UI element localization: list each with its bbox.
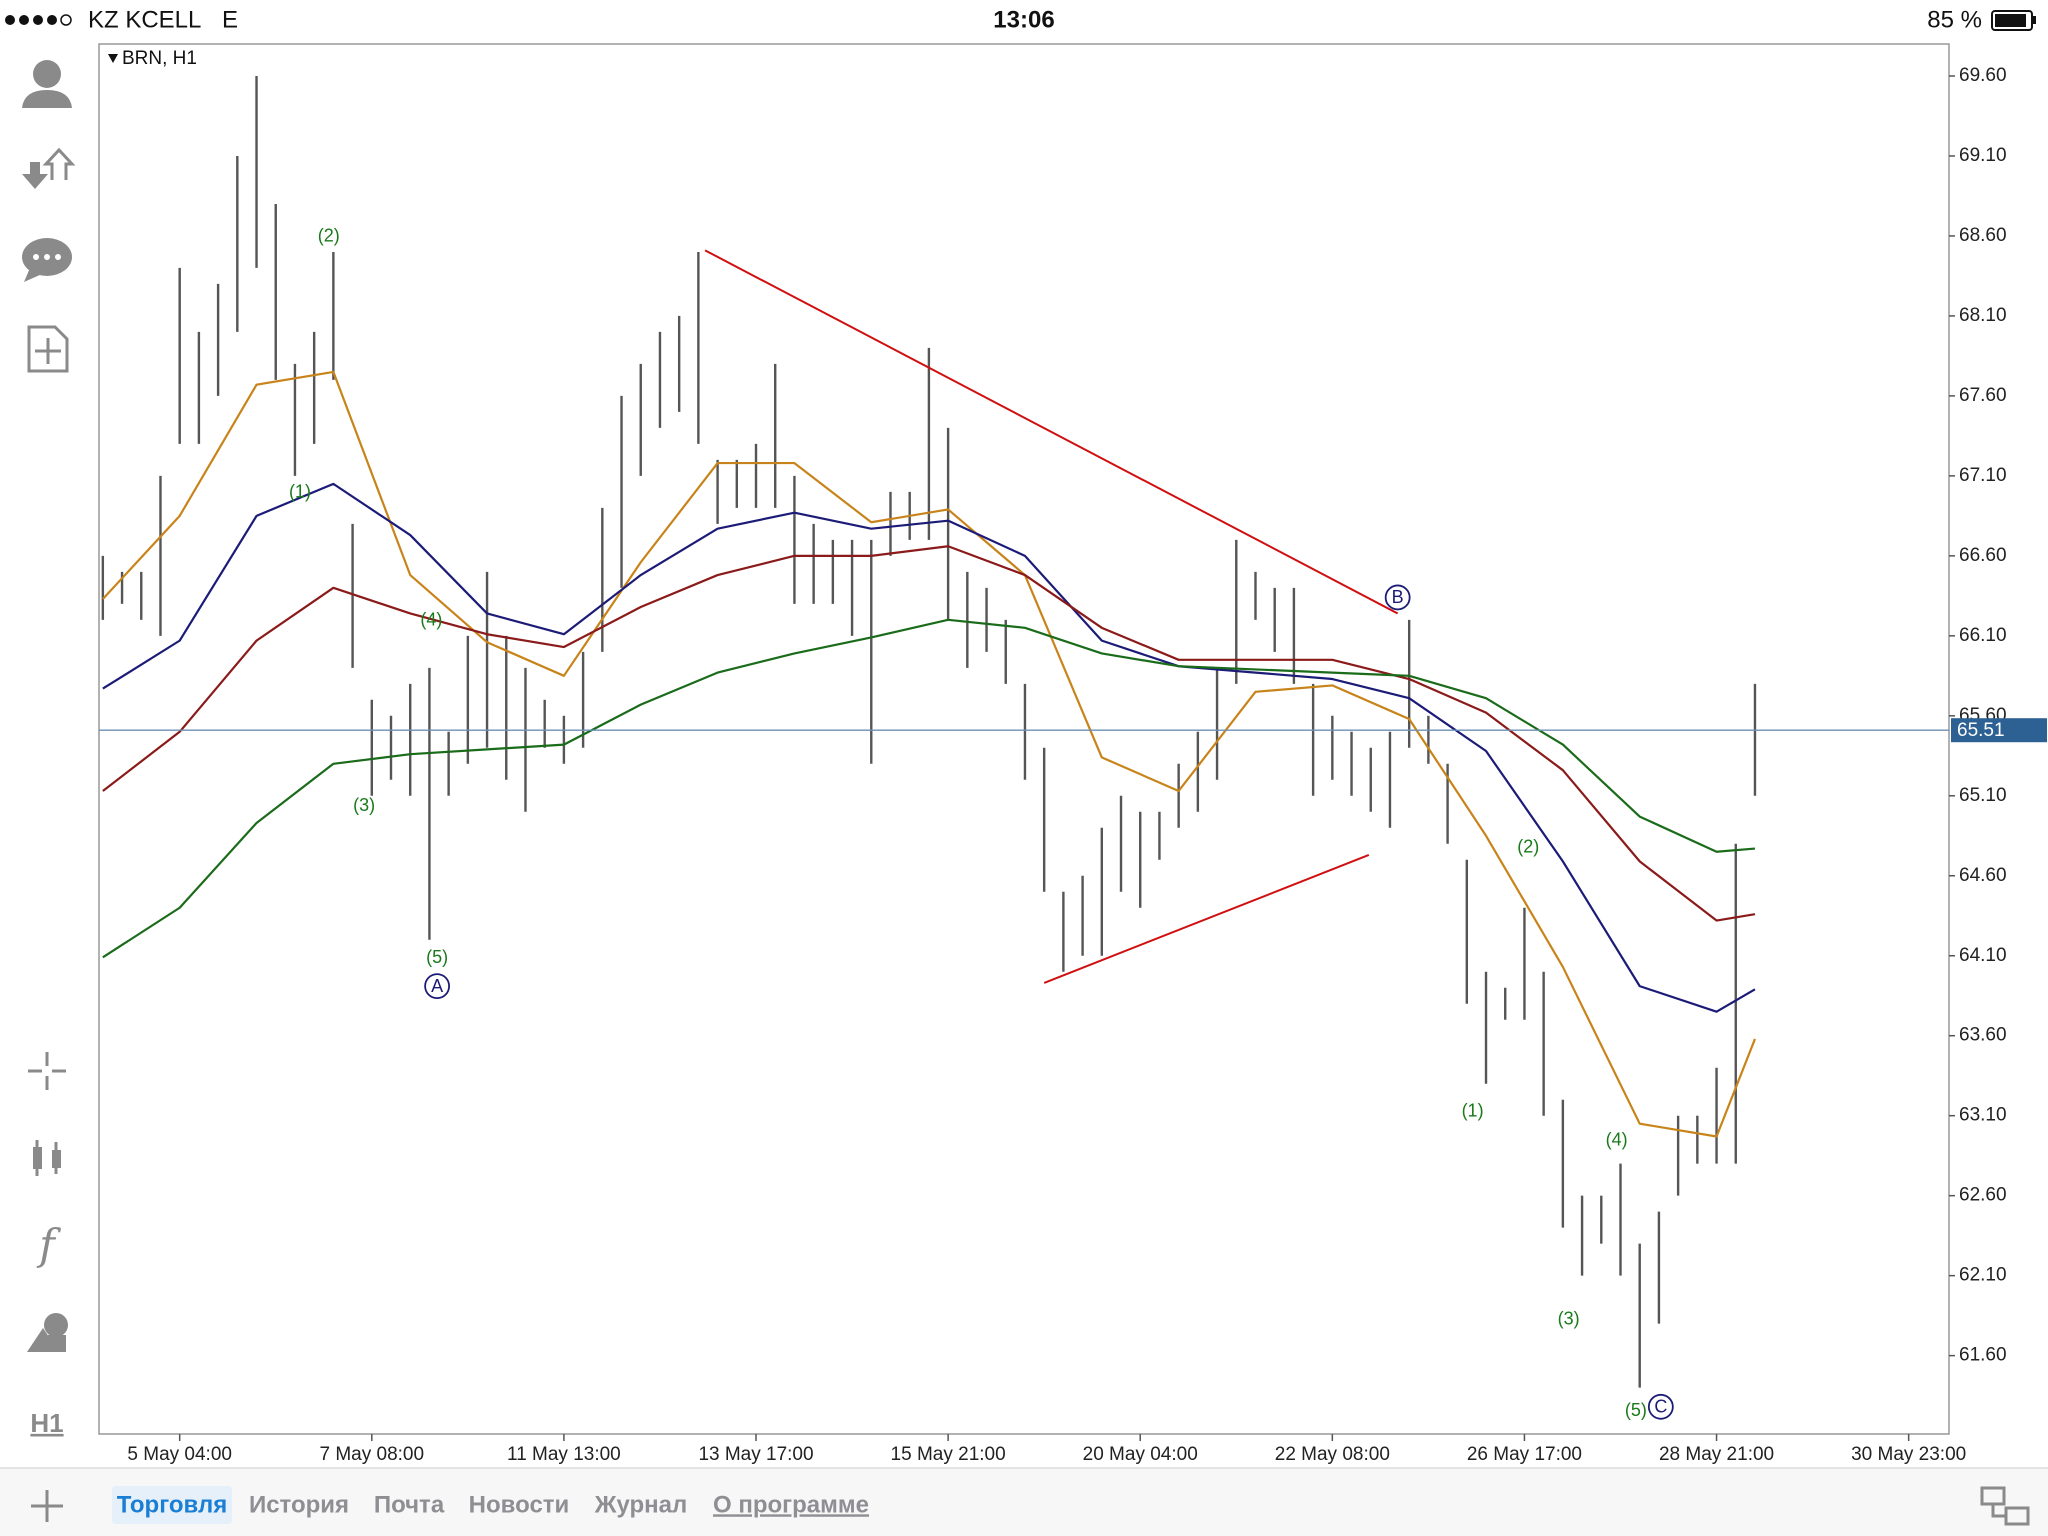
tab[interactable]: Журнал [594, 1491, 687, 1518]
accounts-button[interactable] [22, 60, 72, 108]
wave-label: (1) [1462, 1101, 1484, 1121]
wave-label: B [1392, 587, 1404, 607]
x-tick-label: 20 May 04:00 [1083, 1444, 1198, 1465]
y-tick-label: 61.60 [1959, 1345, 2007, 1366]
y-tick-label: 66.60 [1959, 545, 2007, 566]
wave-circle [424, 973, 451, 1000]
wave-circle [1647, 1393, 1674, 1420]
chat-button[interactable] [22, 238, 72, 282]
wave-label: A [431, 976, 443, 996]
x-tick-label: 22 May 08:00 [1275, 1444, 1390, 1465]
wave-label: (2) [1517, 837, 1539, 857]
wave-label: (4) [420, 610, 442, 630]
wave-label: (5) [1625, 1400, 1647, 1420]
signal-icon [5, 14, 72, 26]
wave-label: (2) [318, 226, 340, 246]
wave-label: (3) [353, 795, 375, 815]
y-tick-label: 69.10 [1959, 145, 2007, 166]
wave-label: (3) [1558, 1309, 1580, 1329]
tab[interactable]: Новости [469, 1491, 570, 1518]
trade-button[interactable] [22, 147, 76, 189]
x-tick-label: 15 May 21:00 [891, 1444, 1006, 1465]
y-tick-label: 67.60 [1959, 385, 2007, 406]
x-tick-label: 26 May 17:00 [1467, 1444, 1582, 1465]
add-button[interactable] [31, 1490, 63, 1522]
left-toolbar: f H1 [22, 60, 76, 1438]
y-tick-label: 65.10 [1959, 785, 2007, 806]
last-price-label: 65.51 [1957, 720, 2005, 741]
status-bar: KZ KCELL E 13:06 85 % [5, 6, 2036, 33]
chart-type-button[interactable] [33, 1140, 61, 1176]
tab-bar: Торговля История Почта Новости Журнал О … [0, 1467, 2048, 1536]
svg-text:f: f [36, 1220, 61, 1269]
carrier: KZ KCELL [88, 6, 201, 33]
y-tick-label: 62.60 [1959, 1185, 2007, 1206]
moving-average [102, 370, 1756, 1138]
layout-button[interactable] [1980, 1486, 2030, 1526]
last-price-box [1951, 718, 2047, 743]
y-tick-label: 67.10 [1959, 465, 2007, 486]
wave-label: (1) [289, 482, 311, 502]
tab[interactable]: Почта [374, 1491, 445, 1518]
network: E [222, 6, 238, 33]
x-tick-label: 30 May 23:00 [1851, 1444, 1966, 1465]
y-tick-label: 66.10 [1959, 625, 2007, 646]
battery-icon [1991, 10, 2036, 31]
timeframe-button[interactable]: H1 [30, 1408, 63, 1438]
clock: 13:06 [993, 6, 1054, 33]
y-tick-label: 63.60 [1959, 1025, 2007, 1046]
y-tick-label: 63.10 [1959, 1105, 2007, 1126]
x-tick-label: 7 May 08:00 [320, 1444, 425, 1465]
battery-percent: 85 % [1927, 6, 1982, 33]
moving-average [102, 545, 1756, 922]
chart-title: BRN, H1 [122, 48, 197, 69]
trend-line [704, 249, 1399, 615]
x-tick-label: 11 May 13:00 [507, 1444, 621, 1465]
y-tick-label: 62.10 [1959, 1265, 2007, 1286]
trend-line [1043, 854, 1370, 984]
symbol-menu-arrow[interactable] [108, 54, 118, 63]
y-tick-label: 64.10 [1959, 945, 2007, 966]
tab[interactable]: Торговля [117, 1491, 228, 1518]
x-tick-label: 5 May 04:00 [127, 1444, 232, 1465]
objects-button[interactable] [27, 1313, 68, 1352]
y-tick-label: 68.10 [1959, 305, 2007, 326]
moving-average [102, 482, 1756, 1013]
x-tick-label: 13 May 17:00 [698, 1444, 813, 1465]
indicators-button[interactable]: f [36, 1220, 61, 1269]
tab[interactable]: История [249, 1491, 349, 1518]
y-tick-label: 68.60 [1959, 225, 2007, 246]
wave-label: (4) [1606, 1129, 1628, 1149]
crosshair-button[interactable] [28, 1052, 66, 1090]
wave-label: (5) [426, 947, 448, 967]
tab[interactable]: О программе [713, 1491, 869, 1518]
new-order-button[interactable] [27, 325, 69, 373]
chart: BRN, H1 61.60 62.10 62.60 63.10 63.60 64.10 64… [98, 43, 2047, 1465]
tab-bar-bg [0, 1468, 2048, 1536]
y-tick-label: 69.60 [1959, 65, 2007, 86]
y-tick-label: 64.60 [1959, 865, 2007, 886]
active-tab-bg [112, 1486, 232, 1524]
x-tick-label: 28 May 21:00 [1659, 1444, 1774, 1465]
moving-average [102, 618, 1756, 959]
wave-circle [1384, 584, 1411, 611]
wave-label: C [1654, 1397, 1667, 1417]
